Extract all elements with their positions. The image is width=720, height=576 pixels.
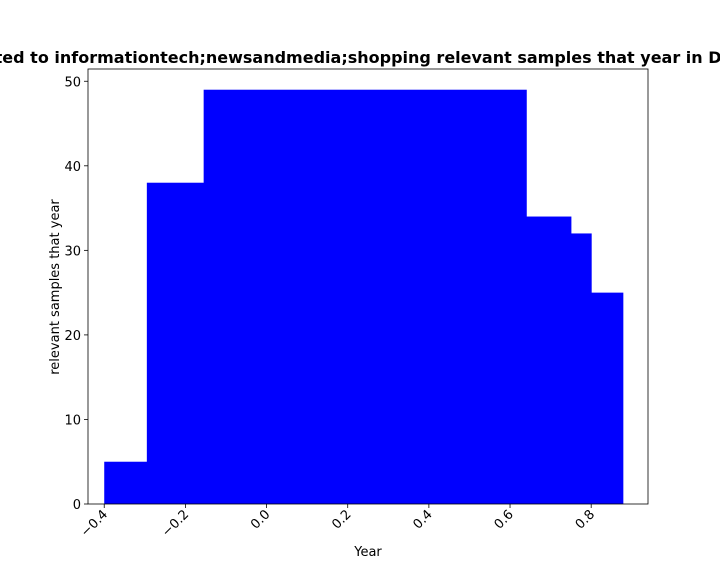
bar-4 xyxy=(570,233,592,505)
y-tick-label: 10 xyxy=(64,413,81,428)
y-tick-label: 30 xyxy=(64,244,81,259)
bar-5 xyxy=(591,292,624,504)
y-tick-label: 50 xyxy=(64,75,81,90)
y-tick-label: 40 xyxy=(64,160,81,175)
bars-layer xyxy=(104,89,624,505)
bar-1 xyxy=(146,182,205,504)
y-axis-label: relevant samples that year xyxy=(48,199,63,375)
chart-title: Related to informationtech;newsandmedia;… xyxy=(0,48,720,67)
bar-2 xyxy=(203,89,527,504)
axes-frame xyxy=(87,68,649,505)
bar-3 xyxy=(526,216,572,504)
y-tick-label: 20 xyxy=(64,329,81,344)
y-axis-ticks: 0 10 20 30 40 50 xyxy=(64,75,88,513)
x-axis-label: Year xyxy=(353,545,382,560)
y-tick-label: 0 xyxy=(73,498,81,513)
bar-0 xyxy=(104,461,148,504)
